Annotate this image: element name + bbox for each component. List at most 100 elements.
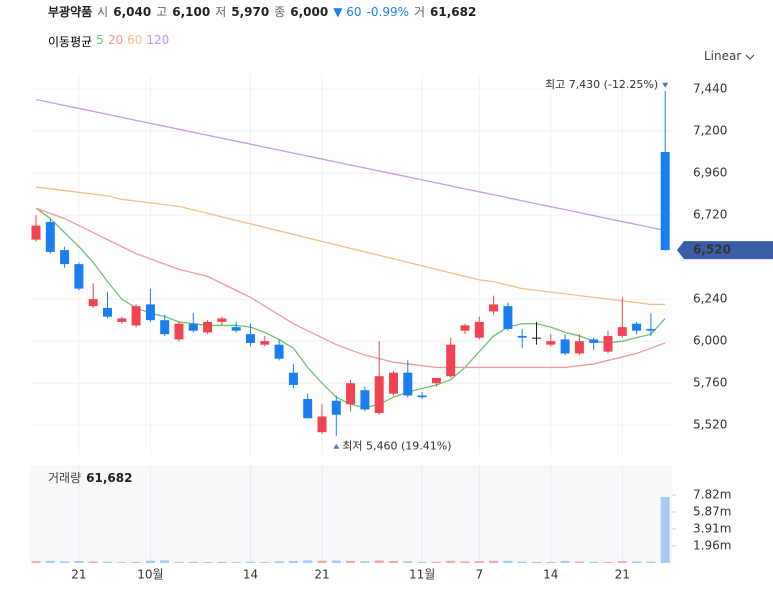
volume-bar	[303, 560, 313, 563]
volume-bar	[446, 560, 456, 563]
candle-body	[560, 339, 570, 354]
volume-bar	[374, 560, 384, 563]
volume-bar	[589, 561, 599, 563]
volume-bar	[174, 562, 184, 563]
chevron	[745, 54, 755, 60]
volume-bar	[489, 560, 499, 563]
candle-body	[503, 306, 513, 329]
y-tick-label: 7,200	[693, 124, 727, 138]
y-tick-label: 6,960	[693, 166, 727, 180]
ma-legend-item: 20	[107, 33, 124, 47]
volume-bar	[417, 562, 427, 563]
candle-body	[632, 323, 642, 331]
candle-body	[231, 327, 241, 331]
quote-label: 저	[215, 5, 227, 19]
candle-body	[460, 325, 470, 331]
candle-body	[417, 395, 427, 398]
quote-label: 종	[274, 5, 286, 19]
y-tick-label: 7,440	[693, 82, 727, 96]
volume-bar	[103, 561, 112, 563]
volume-bar	[217, 561, 227, 563]
y-tick-label: 5,760	[693, 376, 727, 390]
volume-bar	[88, 561, 98, 563]
x-tick-label: 7	[475, 568, 483, 582]
high-label: 최고 7,430 (-12.25%)	[545, 78, 658, 91]
candle-body	[646, 328, 656, 331]
candle-body	[532, 337, 541, 339]
candle-body	[145, 304, 155, 321]
volume-title-text: 거래량	[48, 471, 81, 485]
x-tick-label: 14	[243, 568, 258, 582]
volume-bar	[546, 562, 556, 563]
volume-bar	[131, 561, 141, 563]
ma-line	[35, 186, 666, 306]
low-label: 최저 5,460 (19.41%)	[342, 440, 451, 453]
last-price-tag	[677, 241, 773, 260]
candle-body	[60, 250, 70, 265]
volume-tick-label: 5.87m	[693, 504, 731, 518]
change-pct: -0.99%	[366, 5, 409, 19]
candle-body	[389, 372, 398, 394]
ma-legend-item: 5	[96, 33, 104, 47]
candle-body	[517, 335, 527, 338]
quote-value: 6,100	[172, 5, 211, 19]
volume-tick-label: 1.96m	[693, 538, 731, 552]
x-tick-label: 21	[615, 568, 630, 582]
candle-body	[360, 390, 370, 410]
volume-bar	[331, 560, 341, 563]
volume-bar	[603, 561, 613, 563]
volume-bar	[160, 560, 170, 563]
volume-bar	[31, 561, 41, 563]
change: ▼ 60	[333, 5, 362, 19]
candle-body	[117, 318, 127, 322]
x-tick-label: 11월	[409, 568, 435, 582]
volume-bar	[60, 561, 70, 563]
ma-title: 이동평균	[48, 35, 93, 49]
candle-body	[188, 323, 198, 331]
x-tick-label: 21	[314, 568, 329, 582]
volume-bar	[403, 561, 413, 563]
candle-body	[617, 327, 627, 336]
candle-body	[346, 383, 356, 405]
volume-label: 거	[414, 5, 426, 19]
scale-dropdown[interactable]: Linear	[704, 49, 755, 63]
volume-bar	[317, 560, 327, 563]
volume-panel-bg	[30, 465, 672, 563]
high-marker	[662, 82, 669, 88]
candle-body	[546, 341, 556, 345]
volume-bar	[288, 561, 298, 563]
candle-body	[574, 341, 584, 354]
ma-line	[35, 98, 666, 232]
candle-body	[103, 307, 112, 317]
quote-value: 5,970	[231, 5, 270, 19]
ma-legend-item: 120	[146, 33, 170, 47]
candle-body	[31, 225, 41, 240]
candle-body	[131, 306, 141, 326]
volume-tick-label: 3.91m	[693, 522, 731, 536]
candle-body	[331, 400, 341, 415]
candle-body	[160, 320, 170, 335]
ma-legend-item: 60	[127, 33, 143, 47]
volume-bar	[260, 562, 270, 563]
volume-bar	[474, 561, 484, 563]
volume-bar	[74, 561, 84, 563]
candle-body	[288, 372, 298, 385]
volume-bar	[360, 561, 370, 563]
candle-body	[374, 376, 384, 413]
volume-bar	[574, 561, 584, 563]
volume-bar	[188, 561, 198, 563]
candle-body	[489, 304, 499, 312]
volume-bar	[389, 561, 398, 563]
volume-bar	[617, 561, 627, 563]
volume-bar	[431, 561, 441, 563]
quote-value: 6,040	[113, 5, 152, 19]
volume-bar	[231, 562, 241, 563]
volume-bar	[560, 561, 570, 563]
quote-header: 부광약품 시 6,040 고 6,100 저 5,970 종 6,000 ▼ 60 -0.99% 거…	[48, 3, 476, 20]
candle-body	[403, 372, 413, 396]
volume-value: 61,682	[430, 5, 477, 19]
candle-body	[603, 335, 613, 352]
volume-bar	[532, 561, 541, 563]
